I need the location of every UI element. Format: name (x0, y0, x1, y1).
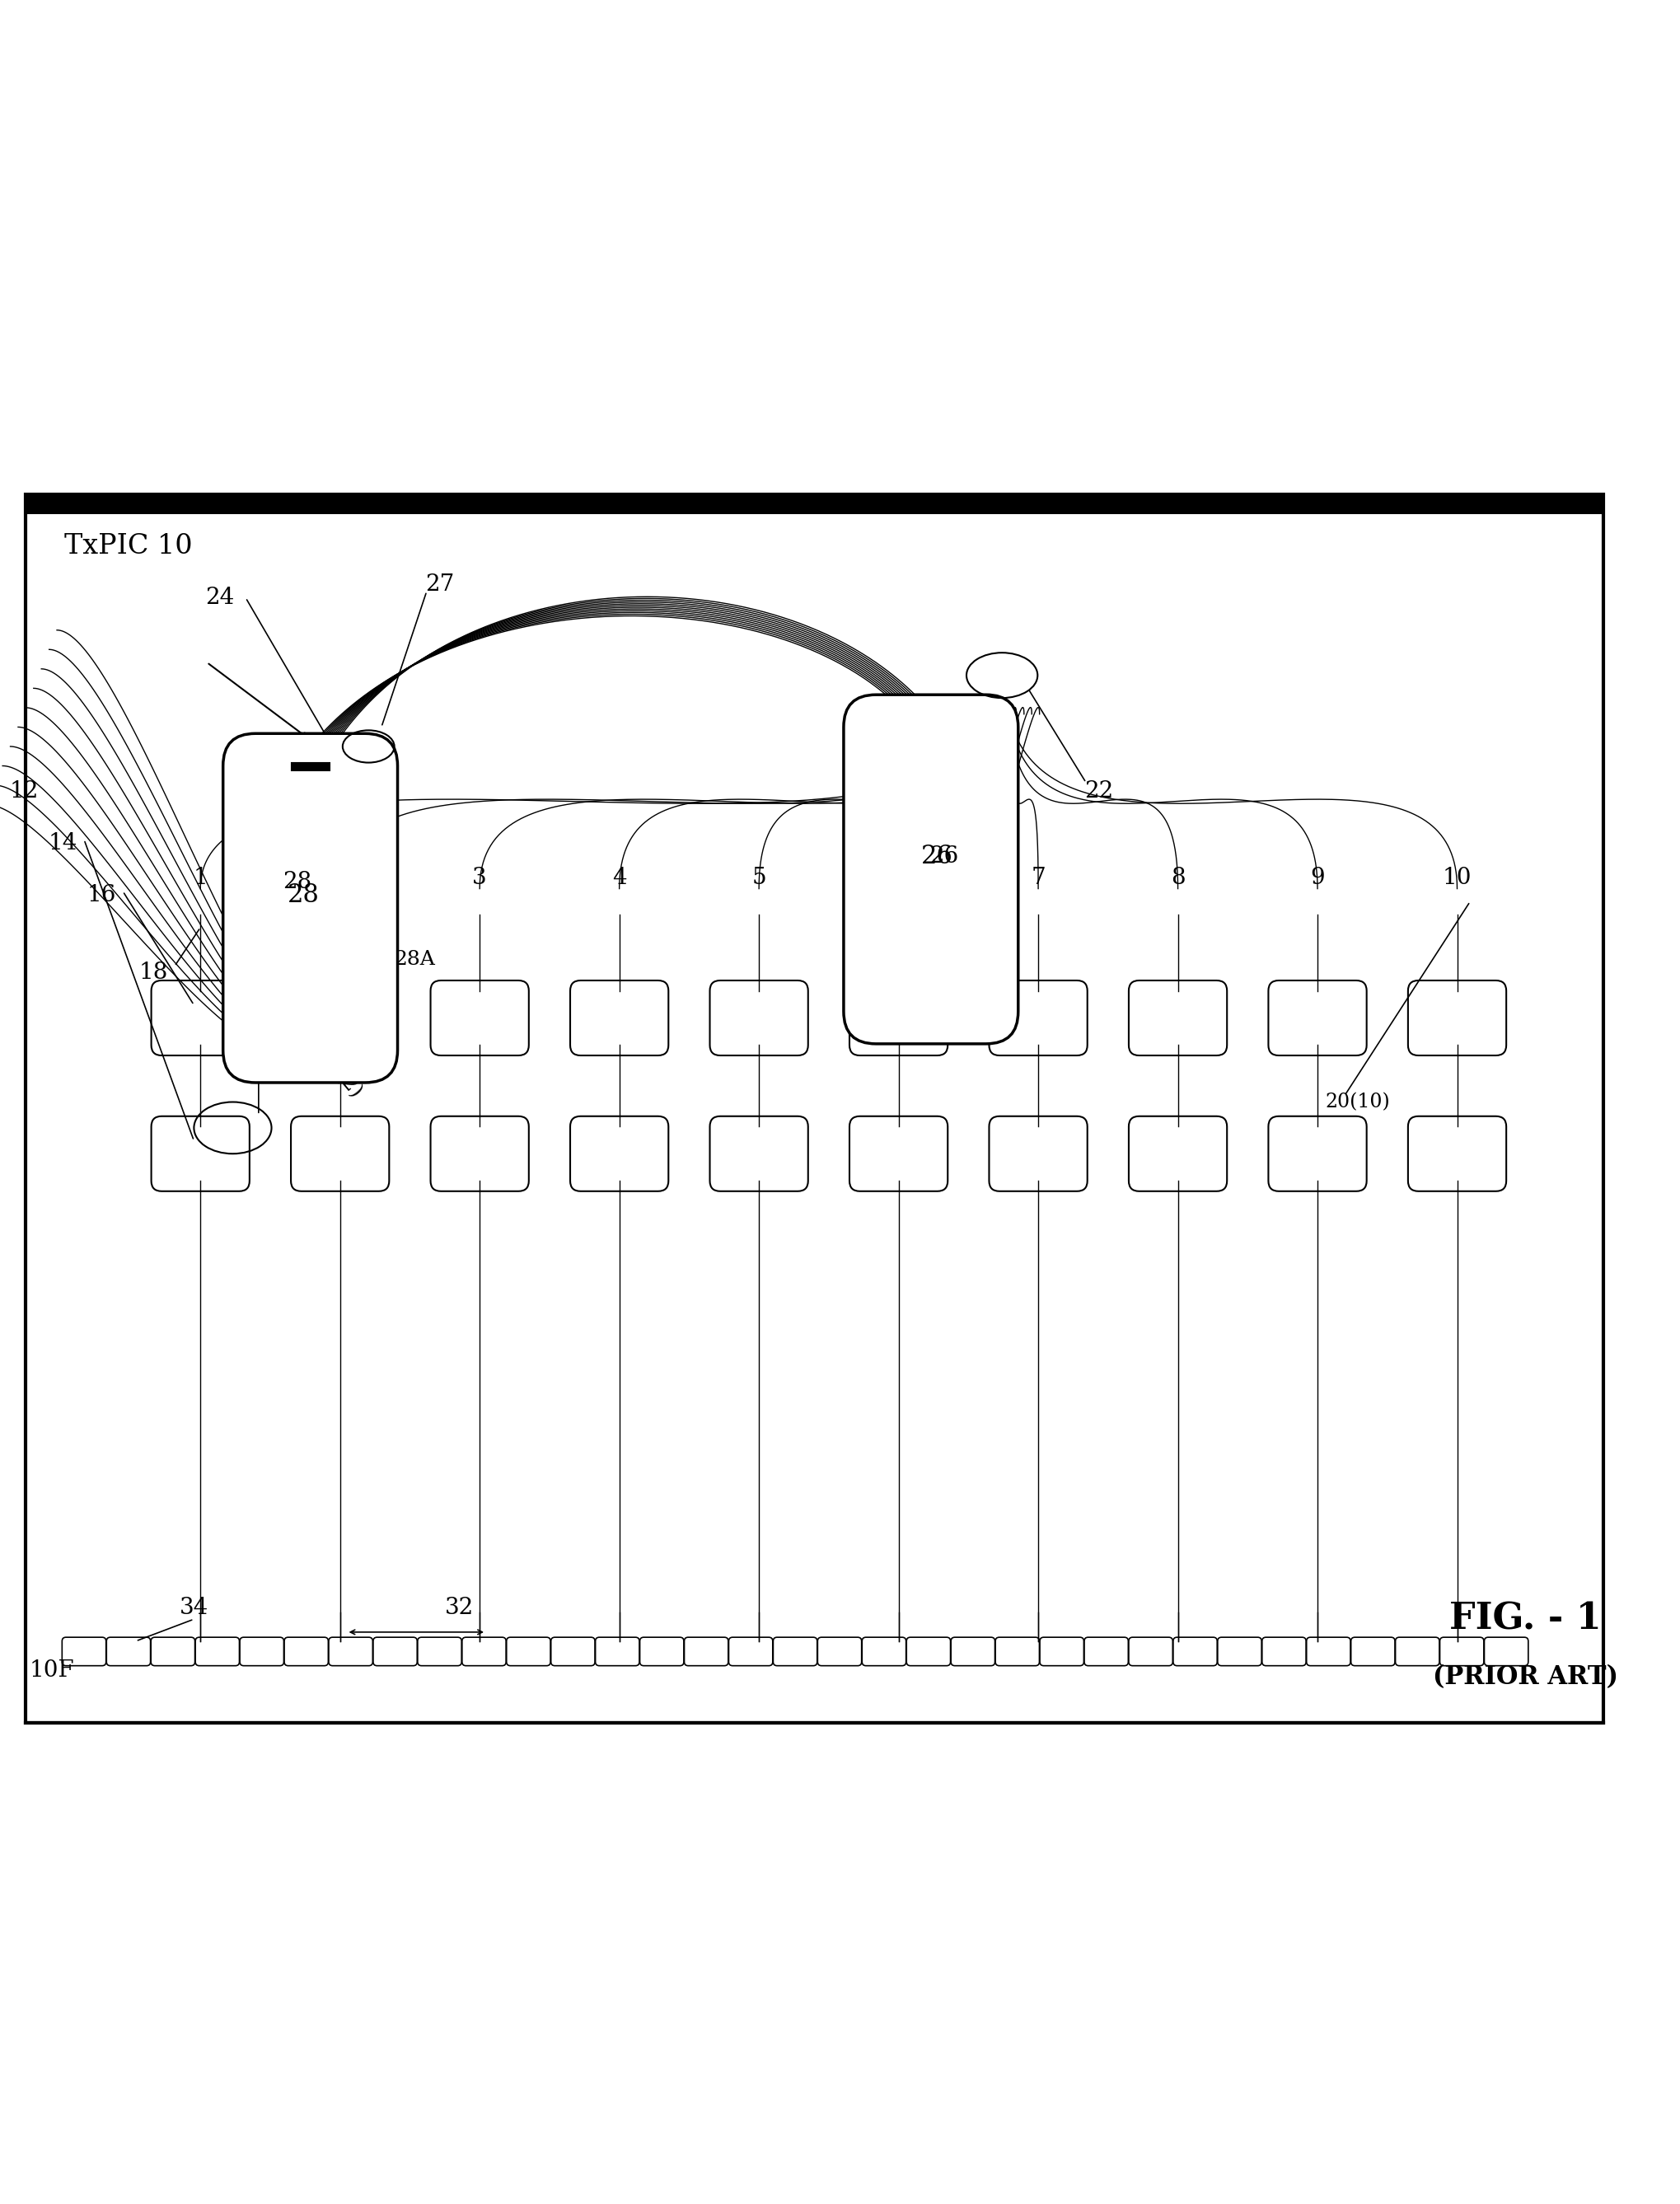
FancyBboxPatch shape (595, 1638, 638, 1666)
Text: 34: 34 (180, 1598, 208, 1620)
FancyBboxPatch shape (709, 981, 808, 1056)
Text: 28: 28 (282, 871, 312, 893)
FancyBboxPatch shape (1408, 1115, 1505, 1190)
Text: 12: 12 (10, 780, 39, 802)
Text: 18: 18 (139, 961, 168, 983)
FancyBboxPatch shape (1040, 1638, 1084, 1666)
Text: 24: 24 (205, 586, 234, 608)
FancyBboxPatch shape (506, 1638, 549, 1666)
FancyBboxPatch shape (151, 981, 249, 1056)
FancyBboxPatch shape (1408, 981, 1505, 1056)
Bar (25, 494, 1603, 514)
FancyBboxPatch shape (106, 1638, 151, 1666)
FancyBboxPatch shape (862, 1638, 906, 1666)
Text: 32: 32 (444, 1598, 474, 1620)
FancyBboxPatch shape (995, 1638, 1038, 1666)
FancyBboxPatch shape (640, 1638, 684, 1666)
Text: 2: 2 (333, 866, 348, 888)
Text: 27: 27 (425, 573, 454, 595)
FancyBboxPatch shape (551, 1638, 595, 1666)
Text: 28: 28 (287, 882, 319, 908)
FancyBboxPatch shape (1129, 981, 1226, 1056)
FancyBboxPatch shape (951, 1638, 995, 1666)
FancyBboxPatch shape (1173, 1638, 1216, 1666)
FancyBboxPatch shape (1129, 1638, 1173, 1666)
FancyBboxPatch shape (1483, 1638, 1527, 1666)
FancyBboxPatch shape (430, 981, 529, 1056)
FancyBboxPatch shape (570, 981, 669, 1056)
FancyBboxPatch shape (848, 981, 948, 1056)
Text: 16: 16 (87, 884, 116, 906)
Text: 3: 3 (472, 866, 487, 888)
FancyBboxPatch shape (906, 1638, 949, 1666)
FancyBboxPatch shape (151, 1638, 195, 1666)
Text: 29: 29 (244, 910, 272, 932)
FancyBboxPatch shape (816, 1638, 862, 1666)
FancyBboxPatch shape (1129, 1115, 1226, 1190)
FancyBboxPatch shape (291, 981, 390, 1056)
FancyBboxPatch shape (329, 1638, 373, 1666)
FancyBboxPatch shape (1268, 981, 1366, 1056)
FancyBboxPatch shape (684, 1638, 727, 1666)
FancyBboxPatch shape (988, 981, 1087, 1056)
FancyBboxPatch shape (1084, 1638, 1127, 1666)
Text: 22: 22 (1084, 780, 1112, 802)
FancyBboxPatch shape (773, 1638, 816, 1666)
FancyBboxPatch shape (988, 1115, 1087, 1190)
FancyBboxPatch shape (417, 1638, 462, 1666)
FancyBboxPatch shape (843, 694, 1018, 1045)
FancyBboxPatch shape (373, 1638, 417, 1666)
Text: 10F: 10F (29, 1660, 74, 1682)
Text: 26: 26 (921, 844, 953, 868)
FancyBboxPatch shape (1394, 1638, 1438, 1666)
Text: 9: 9 (1310, 866, 1324, 888)
FancyBboxPatch shape (729, 1638, 773, 1666)
FancyBboxPatch shape (709, 1115, 808, 1190)
Text: 28A: 28A (395, 950, 435, 970)
Text: (PRIOR ART): (PRIOR ART) (1433, 1664, 1618, 1690)
FancyBboxPatch shape (1305, 1638, 1349, 1666)
FancyBboxPatch shape (1268, 1115, 1366, 1190)
Text: FIG. - 1: FIG. - 1 (1448, 1602, 1601, 1638)
Text: TxPIC 10: TxPIC 10 (64, 533, 193, 560)
FancyBboxPatch shape (570, 1115, 669, 1190)
Text: 20(10): 20(10) (1324, 1093, 1389, 1111)
FancyBboxPatch shape (62, 1638, 106, 1666)
FancyBboxPatch shape (284, 1638, 328, 1666)
Text: 26: 26 (929, 844, 958, 868)
FancyBboxPatch shape (291, 1115, 390, 1190)
Text: 8: 8 (1169, 866, 1184, 888)
FancyBboxPatch shape (151, 1115, 249, 1190)
FancyBboxPatch shape (195, 1638, 239, 1666)
Text: 20(2): 20(2) (316, 1049, 365, 1102)
Text: 14: 14 (49, 833, 77, 855)
FancyBboxPatch shape (430, 1115, 529, 1190)
Text: 4: 4 (612, 866, 627, 888)
Text: 7: 7 (1030, 866, 1045, 888)
Text: 10: 10 (1441, 866, 1472, 888)
FancyBboxPatch shape (462, 1638, 506, 1666)
FancyBboxPatch shape (1216, 1638, 1262, 1666)
FancyBboxPatch shape (1440, 1638, 1483, 1666)
FancyBboxPatch shape (1262, 1638, 1305, 1666)
Text: 5: 5 (751, 866, 766, 888)
FancyBboxPatch shape (223, 734, 398, 1082)
Text: 20(1): 20(1) (227, 1023, 272, 1078)
FancyBboxPatch shape (848, 1115, 948, 1190)
Text: 1: 1 (193, 866, 208, 888)
FancyBboxPatch shape (1351, 1638, 1394, 1666)
FancyBboxPatch shape (240, 1638, 284, 1666)
Text: 6: 6 (890, 866, 906, 888)
